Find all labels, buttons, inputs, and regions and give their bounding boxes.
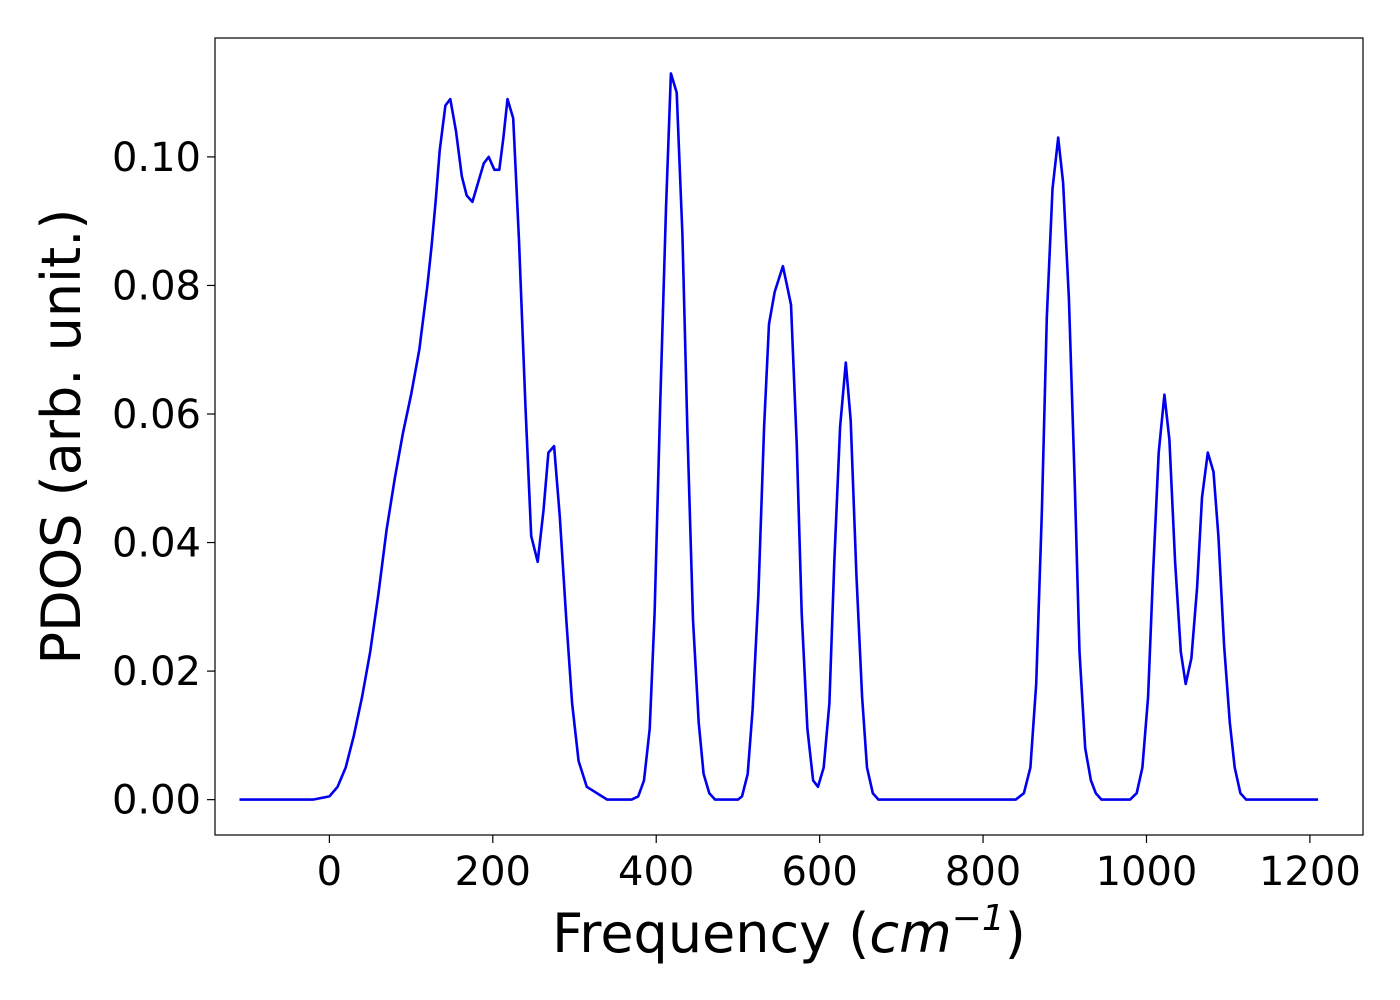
x-tick-label: 600	[781, 849, 857, 895]
x-axis-label-text: Frequency	[552, 902, 831, 965]
y-tick-label: 0.00	[112, 778, 201, 824]
x-tick-label: 1200	[1259, 849, 1361, 895]
series-layer	[239, 72, 1319, 801]
x-tick-label: 400	[618, 849, 694, 895]
y-tick-label: 0.06	[112, 392, 201, 438]
y-axis-ticks: 0.00 0.02 0.04 0.06 0.08 0.10	[112, 135, 215, 824]
x-axis-unit-exp: −1	[952, 898, 1005, 939]
x-axis-unit-base: cm	[869, 902, 951, 965]
y-tick-label: 0.08	[112, 263, 201, 309]
plot-frame	[214, 37, 1364, 836]
x-tick-label: 0	[317, 849, 342, 895]
y-tick-label: 0.04	[112, 521, 201, 567]
pdos-series-line	[239, 72, 1319, 801]
x-tick-label: 800	[945, 849, 1021, 895]
x-axis-ticks: 0 200 400 600 800 1000 1200	[317, 835, 1361, 895]
x-axis-label: Frequency (cm−1)	[552, 898, 1026, 965]
y-axis-label: PDOS (arb. unit.)	[30, 209, 93, 665]
y-tick-label: 0.02	[112, 649, 201, 695]
x-axis-label-open: (	[831, 902, 869, 965]
x-axis-label-close: )	[1005, 902, 1026, 965]
x-tick-label: 1000	[1096, 849, 1198, 895]
y-tick-label: 0.10	[112, 135, 201, 181]
x-tick-label: 200	[455, 849, 531, 895]
